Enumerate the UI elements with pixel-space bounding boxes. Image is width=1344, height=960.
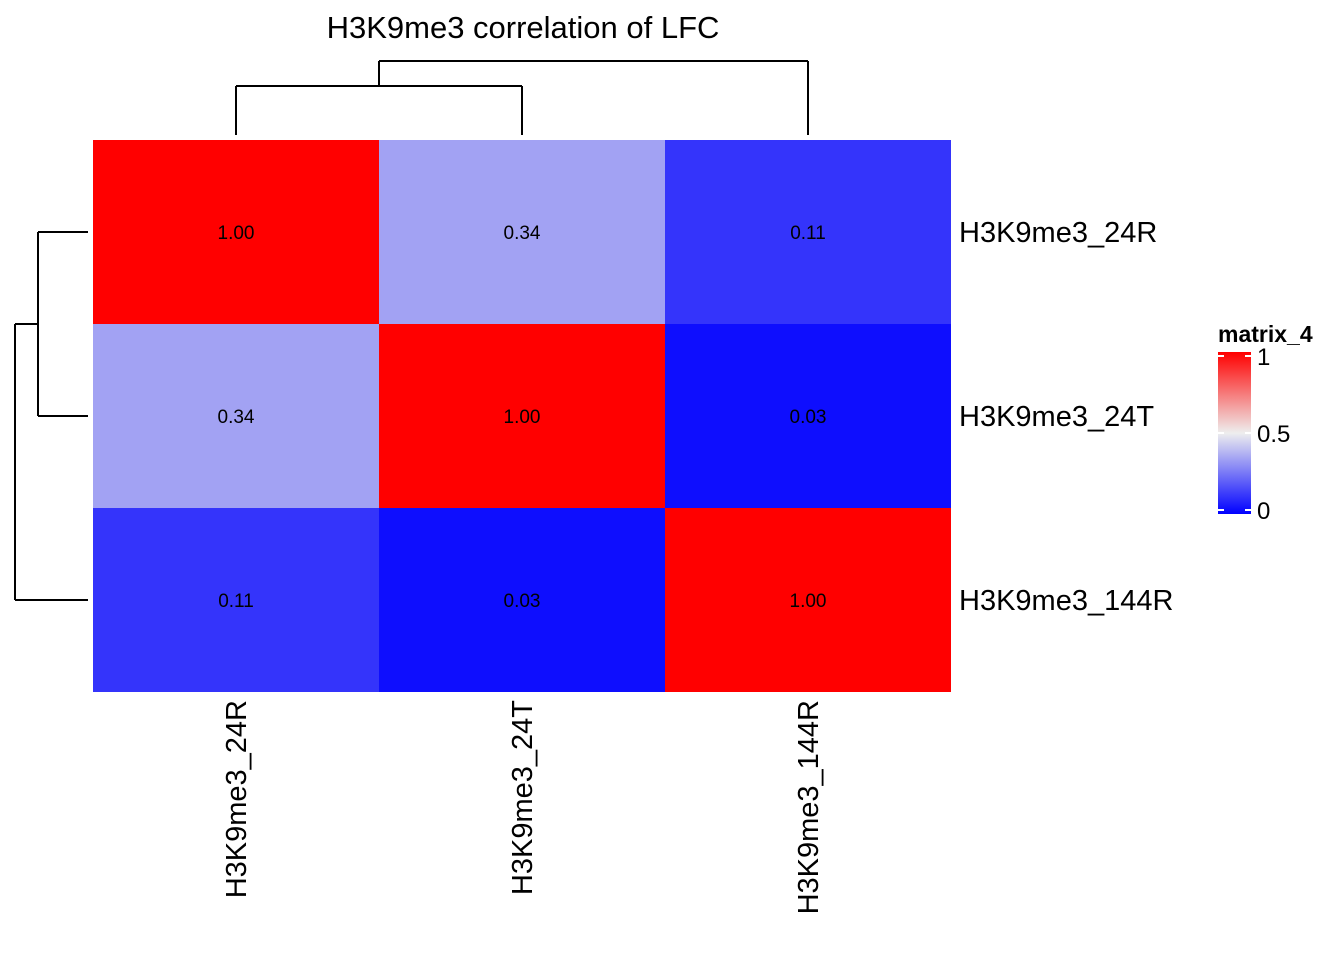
heatmap-cell xyxy=(665,508,951,692)
heatmap-cell xyxy=(665,324,951,508)
cell-value-label: 0.34 xyxy=(504,223,541,244)
cell-value-label: 1.00 xyxy=(790,591,827,612)
color-legend: matrix_4 1 0.5 0 xyxy=(1218,321,1313,525)
column-label: H3K9me3_24R xyxy=(221,700,253,898)
column-label: H3K9me3_144R xyxy=(793,700,825,914)
heatmap-cell xyxy=(93,324,379,508)
heatmap-cell xyxy=(665,140,951,324)
heatmap-cell xyxy=(379,140,665,324)
column-dendrogram xyxy=(235,60,809,135)
cell-value-label: 0.03 xyxy=(504,591,541,612)
heatmap-cell xyxy=(379,508,665,692)
row-dendrogram xyxy=(14,231,88,601)
legend-tick-label: 0.5 xyxy=(1257,421,1290,448)
legend-tick-label: 0 xyxy=(1257,498,1270,525)
heatmap-cell xyxy=(93,508,379,692)
row-label: H3K9me3_24R xyxy=(959,217,1157,249)
column-labels: H3K9me3_24R H3K9me3_24T H3K9me3_144R xyxy=(221,700,825,915)
cell-value-label: 0.11 xyxy=(790,223,826,244)
row-label: H3K9me3_144R xyxy=(959,585,1173,617)
legend-tick-label: 1 xyxy=(1257,344,1270,371)
heatmap-cell xyxy=(379,324,665,508)
chart-title: H3K9me3 correlation of LFC xyxy=(327,10,720,45)
legend-title: matrix_4 xyxy=(1218,321,1313,347)
column-label: H3K9me3_24T xyxy=(507,700,539,895)
heatmap-cell xyxy=(93,140,379,324)
row-label: H3K9me3_24T xyxy=(959,401,1154,433)
heatmap-cells: 1.00 0.34 0.11 0.34 1.00 0.03 0.11 0.03 1.00 xyxy=(93,140,951,692)
row-labels: H3K9me3_24R H3K9me3_24T H3K9me3_144R xyxy=(959,217,1173,617)
cell-value-label: 0.03 xyxy=(790,407,827,428)
cell-value-label: 0.34 xyxy=(218,407,255,428)
cell-value-label: 0.11 xyxy=(218,591,254,612)
cell-value-label: 1.00 xyxy=(218,223,255,244)
cell-value-label: 1.00 xyxy=(504,407,541,428)
